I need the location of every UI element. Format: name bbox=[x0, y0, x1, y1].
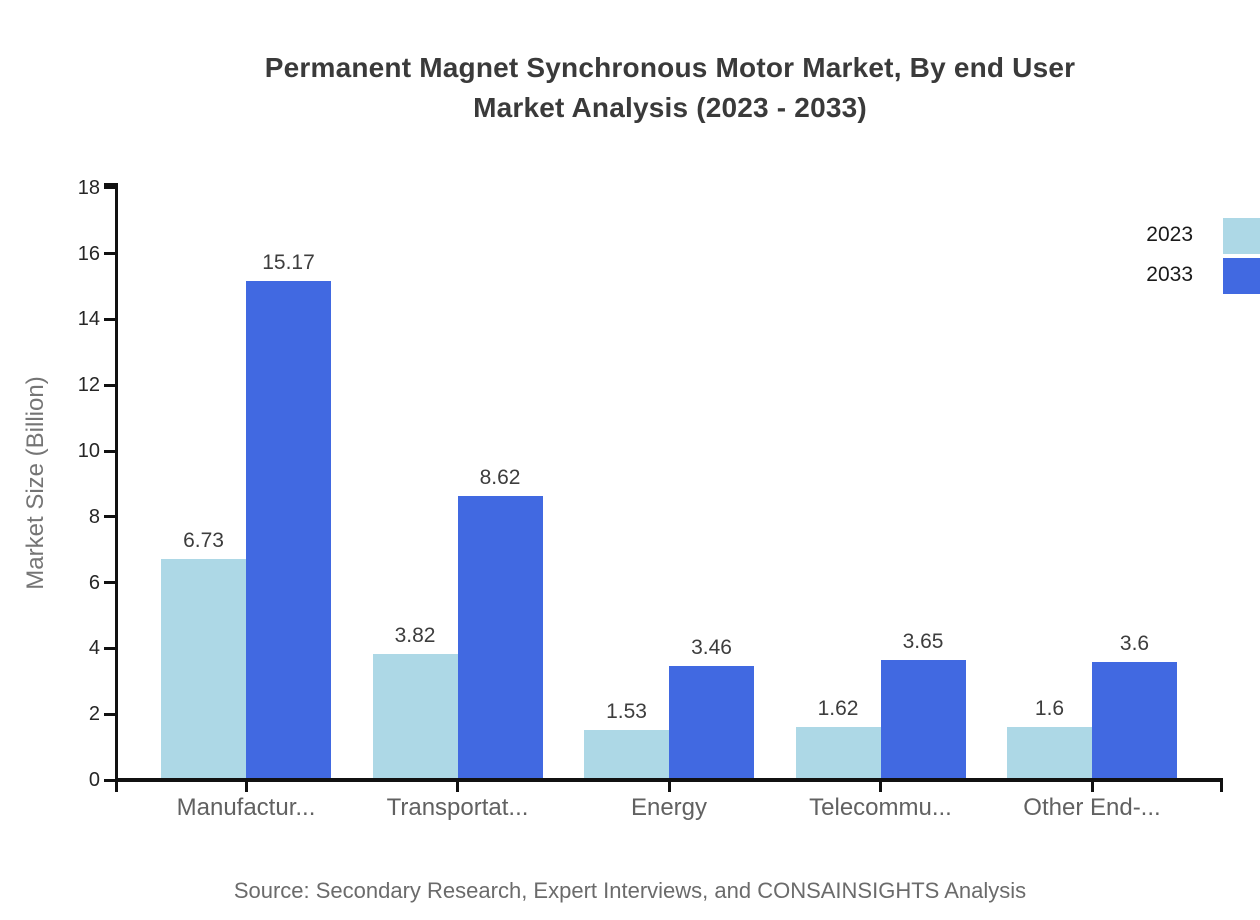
bar-2033-4 bbox=[1092, 661, 1177, 780]
y-tick bbox=[104, 581, 115, 585]
x-tick bbox=[244, 780, 248, 792]
x-category-label: Telecommu... bbox=[809, 794, 952, 821]
chart-title-line1: Permanent Magnet Synchronous Motor Marke… bbox=[264, 52, 1076, 83]
y-tick bbox=[104, 515, 115, 519]
y-axis-line bbox=[115, 183, 118, 782]
bar-value-label: 1.62 bbox=[817, 696, 859, 720]
bar-2033-0 bbox=[246, 280, 331, 780]
bar-value-label: 1.6 bbox=[1034, 697, 1065, 721]
bar-value-label: 15.17 bbox=[262, 250, 315, 274]
x-tick bbox=[456, 780, 459, 792]
y-tick-label: 18 bbox=[77, 176, 100, 199]
y-tick bbox=[104, 186, 115, 190]
chart-title: Permanent Magnet Synchronous Motor Marke… bbox=[80, 48, 1260, 128]
legend-swatch-2023 bbox=[1223, 218, 1260, 254]
y-tick-label: 2 bbox=[88, 703, 100, 726]
bar-value-label: 1.53 bbox=[606, 699, 647, 723]
y-tick bbox=[104, 252, 115, 256]
y-tick bbox=[104, 383, 115, 387]
x-category-label: Energy bbox=[630, 794, 708, 821]
legend-label-2033: 2033 bbox=[1146, 263, 1193, 286]
x-category-label: Transportat... bbox=[386, 794, 529, 821]
y-tick-label: 16 bbox=[77, 242, 100, 265]
chart-title-line2: Market Analysis (2023 - 2033) bbox=[473, 92, 867, 123]
source-note: Source: Secondary Research, Expert Inter… bbox=[233, 878, 1027, 903]
y-tick-label: 0 bbox=[88, 769, 100, 791]
y-tick bbox=[104, 778, 115, 782]
bar-2033-1 bbox=[457, 496, 543, 780]
bar-2033-3 bbox=[880, 659, 966, 780]
y-tick-label: 12 bbox=[77, 374, 100, 397]
bar-value-label: 8.62 bbox=[479, 466, 521, 490]
bar-value-label: 3.65 bbox=[902, 629, 944, 653]
bar-2033-2 bbox=[669, 666, 754, 780]
y-tick bbox=[104, 449, 115, 453]
legend-label-2023: 2023 bbox=[1146, 223, 1193, 246]
x-tick bbox=[1090, 780, 1094, 792]
x-axis-start-tick bbox=[115, 780, 118, 792]
y-tick-label: 14 bbox=[77, 308, 100, 331]
bar-2023-4 bbox=[1007, 727, 1092, 780]
y-axis-title: Market Size (Billion) bbox=[22, 376, 49, 590]
bar-value-label: 3.82 bbox=[394, 624, 436, 648]
x-category-label: Other End-... bbox=[1023, 794, 1161, 821]
bar-2023-2 bbox=[584, 729, 669, 780]
x-axis-line bbox=[115, 778, 1223, 782]
y-axis-top-cap bbox=[104, 183, 116, 186]
x-axis-end-tick bbox=[1220, 780, 1223, 792]
y-tick-label: 6 bbox=[88, 571, 100, 594]
x-tick bbox=[879, 780, 882, 792]
y-tick bbox=[104, 712, 115, 716]
bar-2023-1 bbox=[372, 654, 458, 780]
y-tick-label: 10 bbox=[77, 440, 100, 462]
bar-value-label: 3.6 bbox=[1119, 631, 1150, 655]
x-tick bbox=[667, 780, 671, 792]
y-tick-label: 8 bbox=[88, 505, 100, 528]
y-tick-label: 4 bbox=[88, 637, 100, 660]
bar-2023-3 bbox=[795, 726, 881, 780]
y-tick bbox=[104, 646, 115, 650]
bar-2023-0 bbox=[161, 558, 246, 780]
x-category-label: Manufactur... bbox=[176, 794, 316, 821]
y-tick bbox=[104, 317, 115, 321]
bar-value-label: 3.46 bbox=[691, 636, 732, 660]
bar-value-label: 6.73 bbox=[183, 528, 224, 552]
legend-swatch-2033 bbox=[1223, 258, 1260, 294]
